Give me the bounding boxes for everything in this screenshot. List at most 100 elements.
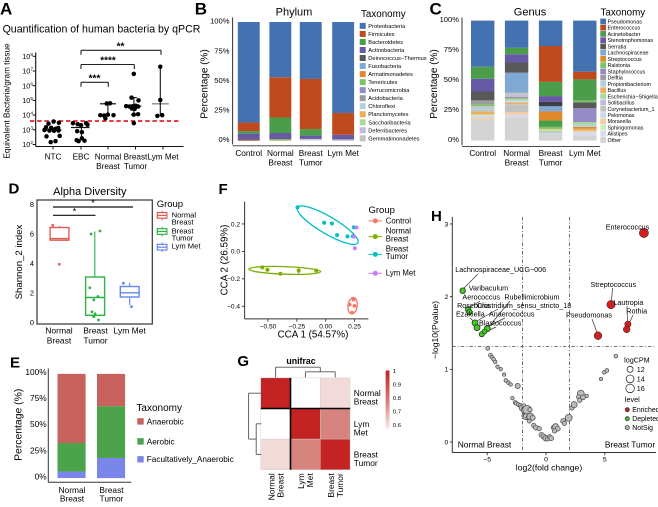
svg-text:Breast: Breast — [83, 326, 108, 336]
svg-text:Breast: Breast — [505, 158, 530, 168]
svg-text:Tumor: Tumor — [100, 494, 124, 503]
svg-text:**: ** — [117, 42, 125, 53]
svg-text:Streptococcus: Streptococcus — [608, 57, 642, 63]
svg-text:Depleted: Depleted — [632, 416, 658, 423]
svg-text:Breast: Breast — [354, 449, 379, 459]
svg-text:Facultatively_Anaerobic: Facultatively_Anaerobic — [147, 455, 234, 464]
svg-text:Blastococcus: Blastococcus — [479, 318, 522, 327]
svg-text:Clostridium_sensu_stricto_18: Clostridium_sensu_stricto_18 — [477, 301, 571, 310]
svg-text:Gemmatimonadetes: Gemmatimonadetes — [368, 136, 419, 142]
svg-text:0%: 0% — [219, 135, 230, 144]
svg-text:Actinobacteria: Actinobacteria — [368, 48, 405, 54]
svg-text:F: F — [219, 181, 228, 198]
svg-text:Breast: Breast — [386, 245, 409, 254]
svg-text:50%: 50% — [214, 76, 229, 85]
svg-text:C: C — [430, 0, 442, 18]
svg-text:Saccharibacteria: Saccharibacteria — [368, 120, 411, 126]
svg-text:Breast: Breast — [47, 336, 72, 346]
svg-text:−0.50: −0.50 — [260, 323, 277, 330]
svg-text:Breast: Breast — [539, 148, 564, 158]
svg-text:Normal Breast: Normal Breast — [458, 440, 512, 450]
svg-text:Streptococcus: Streptococcus — [591, 280, 637, 289]
svg-text:14: 14 — [637, 374, 645, 383]
svg-text:107: 107 — [22, 67, 33, 76]
svg-text:Taxonomy: Taxonomy — [136, 403, 182, 414]
svg-text:NTC: NTC — [45, 153, 62, 162]
svg-text:B: B — [195, 0, 207, 18]
svg-text:Tenericutes: Tenericutes — [368, 80, 397, 86]
svg-text:Phylum: Phylum — [276, 7, 313, 19]
svg-text:Tumor: Tumor — [172, 234, 194, 243]
svg-text:Percentage (%): Percentage (%) — [429, 49, 440, 118]
svg-text:H: H — [431, 208, 442, 225]
svg-text:Rubellimicrobium: Rubellimicrobium — [504, 292, 559, 301]
svg-text:75%: 75% — [30, 393, 47, 403]
svg-text:Breast Tumor: Breast Tumor — [605, 440, 655, 450]
svg-text:unifrac: unifrac — [286, 356, 315, 366]
svg-text:100%: 100% — [210, 17, 230, 26]
svg-text:Proteobacteria: Proteobacteria — [368, 24, 406, 30]
svg-text:Other: Other — [608, 138, 622, 144]
svg-text:103: 103 — [22, 125, 33, 134]
svg-text:106: 106 — [22, 81, 33, 90]
svg-text:Group: Group — [369, 205, 395, 216]
svg-text:100%: 100% — [25, 367, 47, 377]
svg-text:0: 0 — [544, 457, 548, 464]
svg-text:12: 12 — [637, 365, 645, 374]
svg-text:Lachnospiraceae: Lachnospiraceae — [608, 51, 649, 57]
svg-text:Breast: Breast — [172, 218, 195, 227]
svg-text:Control: Control — [469, 148, 496, 158]
svg-text:Ralstonia: Ralstonia — [608, 63, 630, 69]
svg-text:6: 6 — [30, 229, 34, 238]
svg-text:Normal: Normal — [266, 473, 276, 500]
svg-text:Tumor: Tumor — [335, 473, 345, 497]
svg-text:Normal: Normal — [95, 153, 122, 162]
svg-text:Breast: Breast — [96, 162, 120, 171]
svg-text:0%: 0% — [448, 135, 459, 144]
svg-text:*: * — [73, 206, 77, 216]
svg-text:104: 104 — [22, 111, 33, 120]
svg-text:****: **** — [100, 56, 116, 67]
svg-text:Lym Met: Lym Met — [114, 326, 147, 336]
svg-text:0.8: 0.8 — [393, 396, 402, 402]
svg-text:Normal: Normal — [267, 148, 294, 158]
svg-text:Taxonomy: Taxonomy — [361, 9, 406, 20]
svg-text:0.25: 0.25 — [348, 323, 361, 330]
svg-text:Normal: Normal — [503, 148, 530, 158]
svg-text:0: 0 — [445, 439, 449, 446]
svg-text:Breast: Breast — [386, 234, 409, 243]
svg-text:Normal: Normal — [172, 210, 197, 219]
svg-text:1: 1 — [445, 367, 449, 374]
svg-text:Deferribacteres: Deferribacteres — [368, 128, 407, 134]
svg-text:Taxonomy: Taxonomy — [601, 7, 646, 18]
svg-text:Fusobacteria: Fusobacteria — [368, 64, 402, 70]
svg-text:Bacillus: Bacillus — [608, 88, 627, 94]
svg-text:0: 0 — [30, 318, 34, 327]
svg-text:Equivalent Bacteria/gram tissu: Equivalent Bacteria/gram tissue — [3, 43, 12, 159]
svg-text:102: 102 — [22, 140, 33, 149]
svg-text:Solibacillus: Solibacillus — [608, 101, 635, 107]
svg-text:75%: 75% — [214, 46, 229, 55]
svg-text:Percentage (%): Percentage (%) — [200, 49, 211, 118]
svg-text:logCPM: logCPM — [624, 355, 650, 364]
svg-text:5: 5 — [603, 457, 607, 464]
svg-text:50%: 50% — [444, 75, 459, 84]
svg-text:A: A — [0, 0, 12, 18]
svg-text:Aerobic: Aerobic — [147, 437, 175, 446]
svg-text:Enriched: Enriched — [632, 407, 658, 414]
svg-text:Acinetobacter: Acinetobacter — [608, 32, 641, 38]
svg-text:Propionibacterium: Propionibacterium — [608, 82, 652, 88]
svg-text:75%: 75% — [444, 45, 459, 54]
svg-text:0.9: 0.9 — [393, 382, 401, 388]
svg-text:3: 3 — [445, 221, 449, 228]
svg-text:Normal: Normal — [45, 326, 73, 336]
svg-text:CCA 1 (54.57%): CCA 1 (54.57%) — [278, 329, 349, 340]
svg-text:Varibaculum: Varibaculum — [469, 284, 508, 293]
svg-text:Enterococcus: Enterococcus — [608, 26, 641, 32]
svg-text:Chloroflexi: Chloroflexi — [368, 104, 395, 110]
svg-text:2: 2 — [30, 289, 34, 298]
svg-text:−log10(Pvalue): −log10(Pvalue) — [430, 301, 440, 359]
svg-text:Breast: Breast — [326, 473, 336, 498]
svg-text:50%: 50% — [30, 419, 47, 429]
svg-text:Breast: Breast — [124, 153, 148, 162]
